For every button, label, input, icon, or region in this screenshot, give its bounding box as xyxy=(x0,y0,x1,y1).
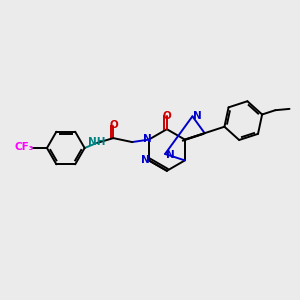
Text: N: N xyxy=(194,111,202,121)
Text: N: N xyxy=(143,134,152,144)
Text: N: N xyxy=(166,150,175,160)
Text: N: N xyxy=(142,155,150,165)
Text: O: O xyxy=(163,111,171,121)
Text: NH: NH xyxy=(88,137,105,147)
Text: O: O xyxy=(110,120,119,130)
Text: CF₃: CF₃ xyxy=(14,142,34,152)
